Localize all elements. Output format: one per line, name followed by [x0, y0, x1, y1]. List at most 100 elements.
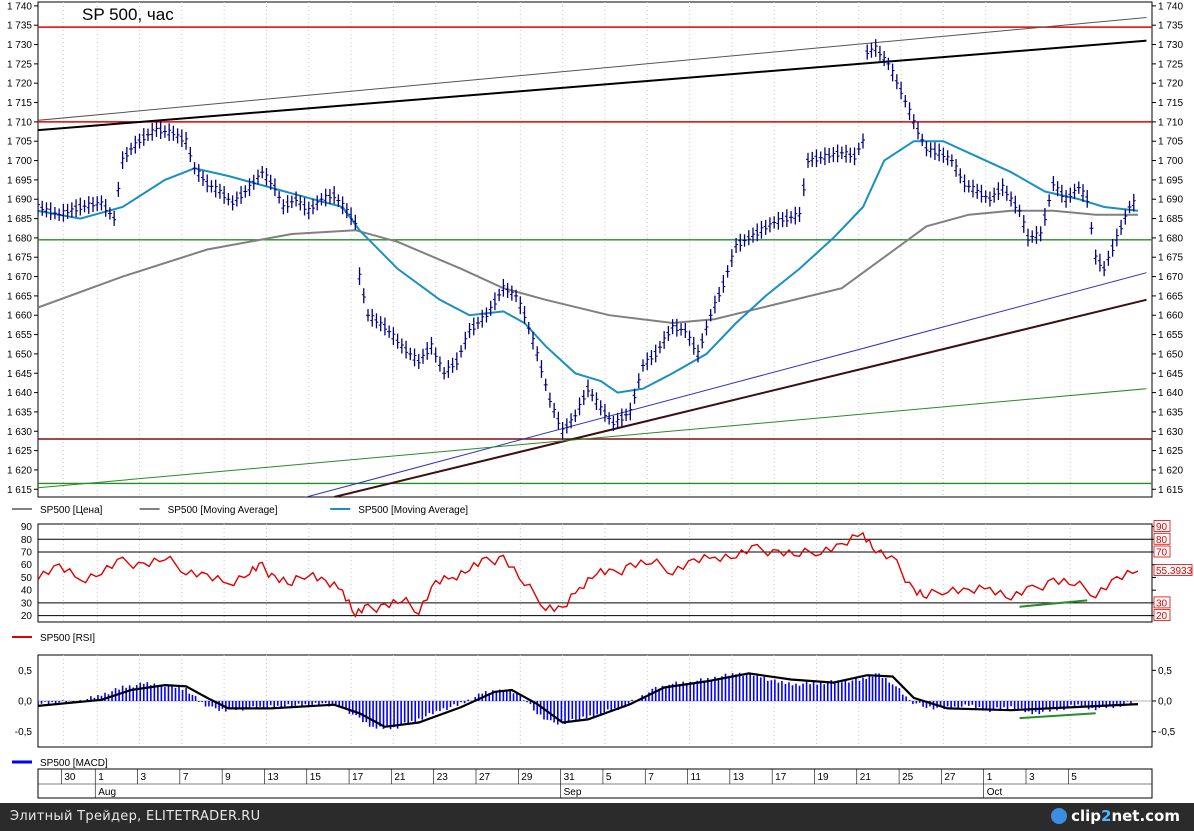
x-day-label: 25 [902, 772, 914, 783]
x-day-label: 1 [98, 772, 104, 783]
price-y-tick-label-left: 1 685 [7, 214, 32, 225]
rsi-line [38, 531, 1139, 618]
x-day-label: 9 [225, 772, 231, 783]
price-trend-line [304, 272, 1147, 497]
rsi-y-tick-label: 40 [21, 586, 33, 597]
rsi-right-marker: 20 [1156, 611, 1168, 622]
rsi-legend-label: SP500 [RSI] [40, 633, 95, 644]
rsi-y-tick-label: 70 [21, 548, 33, 559]
x-day-label: 17 [775, 772, 787, 783]
macd-y-tick-label-left: -0,5 [15, 727, 33, 738]
price-y-tick-label-left: 1 705 [7, 137, 32, 148]
price-y-tick-label-right: 1 710 [1158, 117, 1183, 128]
rsi-right-marker-box [1153, 609, 1171, 622]
price-y-tick-label-right: 1 645 [1158, 369, 1183, 380]
price-y-tick-label-left: 1 680 [7, 233, 32, 244]
price-trend-line [38, 388, 1147, 489]
rsi-y-tick-label: 90 [21, 522, 33, 533]
price-y-tick-label-right: 1 655 [1158, 330, 1183, 341]
x-day-label: 11 [691, 772, 702, 783]
x-day-label: 13 [267, 772, 279, 783]
price-y-tick-label-left: 1 720 [7, 79, 32, 90]
x-day-label: 29 [521, 772, 533, 783]
x-day-label: 7 [648, 772, 654, 783]
price-y-tick-label-left: 1 670 [7, 272, 32, 283]
x-day-label: 15 [310, 772, 322, 783]
rsi-y-tick-label: 30 [21, 598, 33, 609]
x-axis-frame [37, 768, 1153, 799]
macd-y-tick-label-left: 0,0 [18, 697, 32, 708]
price-y-tick-label-left: 1 690 [7, 195, 32, 206]
price-y-tick-label-right: 1 690 [1158, 195, 1183, 206]
chart-canvas: 1 615 1 615 1 620 1 620 1 625 1 625 1 630 1 630… [7, 1, 1193, 799]
rsi-right-marker-box [1153, 564, 1193, 576]
macd-trend-line [1019, 712, 1096, 720]
x-day-label: 31 [564, 772, 576, 783]
x-day-label: 3 [1029, 772, 1035, 783]
x-day-label: 13 [733, 772, 745, 783]
x-day-label: 27 [479, 772, 491, 783]
price-y-tick-label-right: 1 640 [1158, 388, 1183, 399]
x-month-label: Oct [987, 787, 1003, 798]
x-day-label: 30 [64, 772, 76, 783]
price-plot-area [38, 16, 1147, 497]
price-trend-line [333, 298, 1147, 497]
price-y-tick-label-left: 1 615 [7, 485, 32, 496]
chart-title: SP 500, час [82, 5, 174, 24]
rsi-y-tick-label: 50 [21, 573, 33, 584]
price-y-tick-label-right: 1 660 [1158, 311, 1183, 322]
x-day-label: 17 [352, 772, 364, 783]
rsi-y-tick-label: 80 [21, 535, 33, 546]
price-y-tick-label-right: 1 740 [1158, 1, 1183, 12]
macd-plot-area [38, 672, 1139, 730]
rsi-right-marker-box [1153, 596, 1171, 609]
price-y-tick-label-left: 1 655 [7, 330, 32, 341]
price-y-tick-label-right: 1 635 [1158, 407, 1183, 418]
price-y-tick-label-right: 1 735 [1158, 21, 1183, 32]
price-y-tick-label-right: 1 625 [1158, 446, 1183, 457]
price-y-tick-label-left: 1 730 [7, 40, 32, 51]
x-day-label: 23 [437, 772, 449, 783]
x-day-label: 19 [817, 772, 829, 783]
price-legend-label: SP500 [Moving Average] [168, 505, 278, 516]
x-month-label: Sep [564, 787, 582, 798]
price-y-tick-label-left: 1 715 [7, 98, 32, 109]
price-trend-line [38, 16, 1147, 121]
rsi-plot-area [38, 531, 1139, 618]
price-y-tick-label-right: 1 670 [1158, 272, 1183, 283]
price-y-tick-label-right: 1 630 [1158, 427, 1183, 438]
price-y-tick-label-left: 1 650 [7, 349, 32, 360]
x-day-label: 7 [183, 772, 189, 783]
price-trend-line [38, 39, 1147, 132]
price-y-tick-label-right: 1 715 [1158, 98, 1183, 109]
price-y-tick-label-left: 1 625 [7, 446, 32, 457]
x-month-label: Aug [98, 787, 116, 798]
price-y-tick-label-left: 1 645 [7, 369, 32, 380]
rsi-right-marker: 80 [1156, 535, 1168, 546]
x-day-label: 27 [944, 772, 956, 783]
price-y-tick-label-right: 1 620 [1158, 465, 1183, 476]
price-y-tick-label-right: 1 725 [1158, 59, 1183, 70]
price-legend-label: SP500 [Moving Average] [358, 505, 468, 516]
rsi-right-marker-box [1153, 545, 1171, 558]
price-y-tick-label-left: 1 640 [7, 388, 32, 399]
rsi-right-marker: 70 [1156, 548, 1168, 559]
price-y-tick-label-right: 1 675 [1158, 253, 1183, 264]
clip2net-logo: clip2net.com [1051, 807, 1180, 825]
x-day-label: 21 [860, 772, 872, 783]
price-y-tick-label-left: 1 740 [7, 1, 32, 12]
price-y-tick-label-left: 1 700 [7, 156, 32, 167]
price-y-tick-label-left: 1 660 [7, 311, 32, 322]
x-day-label: 3 [141, 772, 147, 783]
price-y-tick-label-left: 1 635 [7, 407, 32, 418]
rsi-right-marker-box [1153, 532, 1171, 545]
rsi-y-tick-label: 60 [21, 560, 33, 571]
macd-y-tick-label-left: 0,5 [18, 666, 32, 677]
x-day-label: 5 [1071, 772, 1077, 783]
rsi-right-marker-box [1153, 520, 1171, 532]
price-y-tick-label-left: 1 675 [7, 253, 32, 264]
price-y-tick-label-left: 1 725 [7, 59, 32, 70]
price-y-tick-label-right: 1 730 [1158, 40, 1183, 51]
price-y-tick-label-left: 1 695 [7, 175, 32, 186]
footer-bar: Элитный Трейдер, ELITETRADER.RU clip2net… [0, 803, 1194, 831]
